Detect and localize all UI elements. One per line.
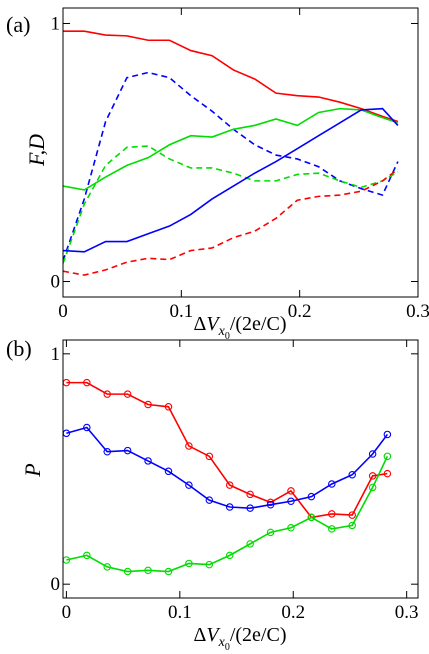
series-2-point bbox=[307, 492, 316, 501]
axes-frame bbox=[62, 339, 419, 599]
panel-a: 0 0.1 0.2 0.3 0 1 (a) F,D ΔVx0/(2e/C) bbox=[6, 7, 429, 342]
series-1-point bbox=[246, 490, 254, 499]
series-1-point bbox=[368, 472, 377, 480]
axes-frame bbox=[62, 7, 419, 298]
x-tick-label: 0 bbox=[62, 602, 72, 623]
y-tick-label: 1 bbox=[51, 344, 61, 365]
series-line-3 bbox=[63, 107, 399, 191]
series-line-1 bbox=[63, 30, 399, 123]
series-2-point bbox=[185, 481, 193, 489]
x-tick-label: 0.1 bbox=[168, 602, 192, 623]
series-3-point bbox=[383, 452, 392, 461]
y-tick-label: 1 bbox=[51, 13, 61, 34]
series-2-point bbox=[225, 503, 234, 511]
x-axis-label: ΔVx0/(2e/C) bbox=[194, 624, 287, 653]
series-2-point bbox=[164, 467, 173, 476]
series-2-point bbox=[287, 497, 295, 505]
series-2-point bbox=[123, 446, 132, 455]
series-3-point bbox=[185, 559, 193, 568]
series-3-point bbox=[287, 523, 295, 532]
series-2-point bbox=[83, 423, 91, 432]
y-tick-label: 0 bbox=[51, 574, 61, 595]
x-tick-label: 0 bbox=[58, 301, 68, 322]
series-1-point bbox=[205, 452, 214, 461]
series-3-point bbox=[307, 513, 316, 522]
series-2-point bbox=[266, 500, 275, 509]
series-1-point bbox=[348, 511, 356, 519]
x-tick-label: 0.3 bbox=[406, 301, 429, 322]
series-3-point bbox=[144, 566, 152, 575]
series-line-4 bbox=[63, 145, 399, 264]
series-2-point bbox=[144, 457, 152, 465]
series-1-point bbox=[185, 442, 193, 450]
series-line-5 bbox=[63, 107, 399, 253]
plot-area bbox=[63, 378, 392, 576]
series-3-point bbox=[266, 528, 275, 537]
series-1-point bbox=[83, 378, 91, 387]
series-1-point bbox=[225, 481, 234, 489]
x-tick-label: 0.1 bbox=[169, 301, 193, 322]
series-3-point bbox=[83, 551, 91, 560]
series-1-point bbox=[164, 403, 173, 411]
panel-label: (b) bbox=[6, 336, 32, 361]
series-line-3 bbox=[66, 455, 389, 573]
series-1-point bbox=[287, 487, 295, 495]
x-tick-label: 0.2 bbox=[281, 602, 305, 623]
x-tick-label: 0.2 bbox=[288, 301, 312, 322]
panel-label: (a) bbox=[6, 12, 30, 37]
series-3-point bbox=[348, 521, 356, 530]
series-3-point bbox=[246, 540, 254, 548]
panel-b: 0 0.1 0.2 0.3 0 1 (b) P ΔVx0/(2e/C) bbox=[6, 336, 419, 653]
y-tick-label: 0 bbox=[51, 272, 61, 293]
series-3-point bbox=[368, 483, 377, 492]
plot-area bbox=[63, 30, 399, 276]
series-2-point bbox=[383, 430, 392, 439]
y-axis-label: F,D bbox=[24, 134, 49, 167]
series-3-point bbox=[328, 525, 336, 533]
series-3-point bbox=[225, 551, 234, 560]
series-1-point bbox=[328, 510, 336, 518]
series-3-point bbox=[103, 563, 111, 571]
y-axis-label: P bbox=[20, 463, 45, 477]
series-3-point bbox=[164, 567, 173, 576]
series-1-point bbox=[103, 390, 111, 398]
series-line-1 bbox=[66, 381, 388, 519]
series-2-point bbox=[348, 471, 356, 479]
series-2-point bbox=[246, 504, 254, 512]
series-2-point bbox=[205, 496, 214, 504]
series-1-point bbox=[383, 469, 392, 478]
series-line-6 bbox=[63, 168, 399, 276]
series-3-point bbox=[123, 567, 132, 576]
series-line-2 bbox=[63, 71, 399, 262]
x-tick-label: 0.3 bbox=[395, 602, 419, 623]
series-2-point bbox=[328, 480, 336, 488]
series-3-point bbox=[205, 560, 214, 569]
series-line-2 bbox=[66, 426, 389, 509]
series-1-point bbox=[144, 400, 152, 409]
series-2-point bbox=[368, 450, 377, 458]
series-1-point bbox=[123, 390, 132, 398]
series-2-point bbox=[103, 447, 111, 456]
series-1-point bbox=[266, 498, 275, 507]
x-axis-label: ΔVx0/(2e/C) bbox=[194, 313, 287, 342]
